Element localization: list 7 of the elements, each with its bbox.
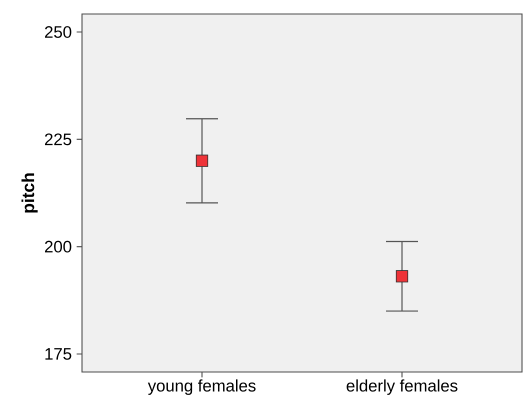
x-tick-label: elderly females xyxy=(346,379,458,395)
y-tick-label: 250 xyxy=(44,26,72,38)
y-axis-title: pitch xyxy=(22,173,38,213)
x-tick-label: young females xyxy=(148,379,256,395)
y-tick-label: 175 xyxy=(45,348,72,360)
y-tick-label: 200 xyxy=(44,240,72,253)
y-tick-label: 225 xyxy=(44,133,72,146)
